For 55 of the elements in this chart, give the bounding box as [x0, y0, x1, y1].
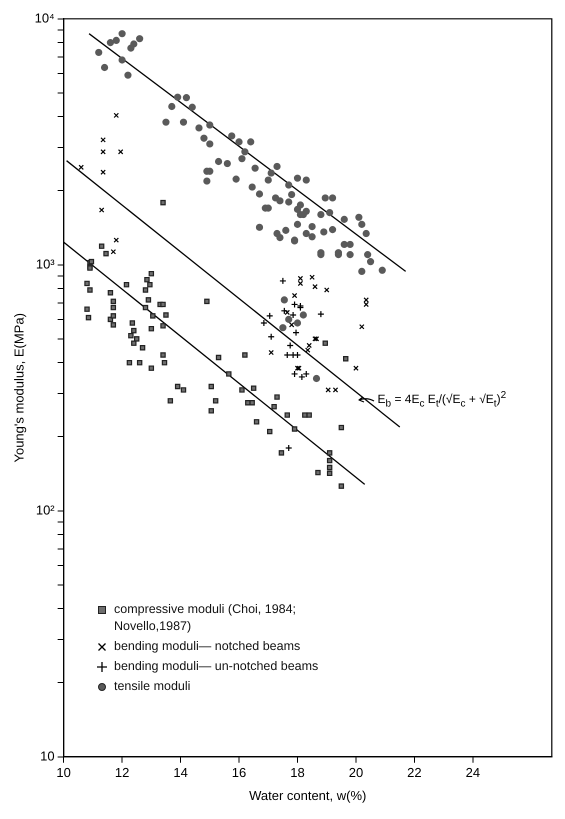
point: [309, 274, 315, 280]
x-tick-label: 16: [232, 765, 246, 780]
point: [286, 342, 294, 350]
point: [100, 149, 106, 155]
point: [268, 350, 274, 356]
point: [359, 324, 365, 330]
y-tick-label: 10⁴: [34, 10, 55, 26]
point: [332, 387, 338, 393]
y-axis-title: Young's modulus, E(MPa): [11, 313, 26, 463]
legend-label: compressive moduli (Choi, 1984; Novello,1987): [114, 601, 298, 635]
x-tick-label: 24: [466, 765, 480, 780]
legend-label: bending moduli— un-notched beams: [114, 658, 318, 675]
point: [298, 373, 306, 381]
y-tick-label: 10³: [36, 256, 56, 272]
x-tick-label: 14: [173, 765, 188, 780]
point: [285, 444, 292, 452]
point: [302, 370, 310, 378]
point: [294, 351, 302, 359]
point: [288, 322, 294, 328]
y-tick-label: 10: [40, 748, 55, 764]
point: [324, 287, 330, 293]
text: E$_{b}$ = 4E$_{c}$ E$_{t}$/(√E$_{c}$ + √E$_{t}$)$^{2}$: [378, 390, 506, 410]
legend-label: tensile moduli: [114, 678, 190, 695]
point: [325, 387, 331, 393]
point: [290, 351, 297, 359]
x-axis-title: Water content, w(%): [249, 788, 366, 803]
x-tick-label: 22: [407, 765, 422, 780]
legend-label: bending moduli— notched beams: [114, 638, 300, 655]
point: [312, 284, 318, 290]
point: [353, 365, 359, 371]
point: [78, 164, 84, 170]
x-tick-label: 20: [348, 765, 364, 780]
x-tick-label: 18: [290, 765, 305, 780]
point: [280, 307, 288, 314]
point: [100, 169, 106, 175]
point: [118, 149, 124, 155]
point: [290, 370, 298, 378]
point: [284, 351, 291, 359]
x-tick-label: 12: [114, 765, 130, 780]
point: [317, 310, 324, 318]
point: [266, 312, 274, 320]
x-tick-label: 10: [56, 765, 71, 780]
point: [114, 112, 119, 118]
point: [260, 319, 268, 327]
point: [290, 311, 297, 319]
point: [268, 333, 275, 340]
point: [100, 137, 106, 143]
point: [292, 329, 300, 336]
point: [292, 292, 298, 298]
point: [284, 310, 290, 316]
y-tick-label: 10²: [36, 502, 56, 518]
point: [114, 237, 119, 243]
point: [110, 249, 116, 254]
point: [279, 277, 286, 285]
point: [98, 207, 104, 213]
